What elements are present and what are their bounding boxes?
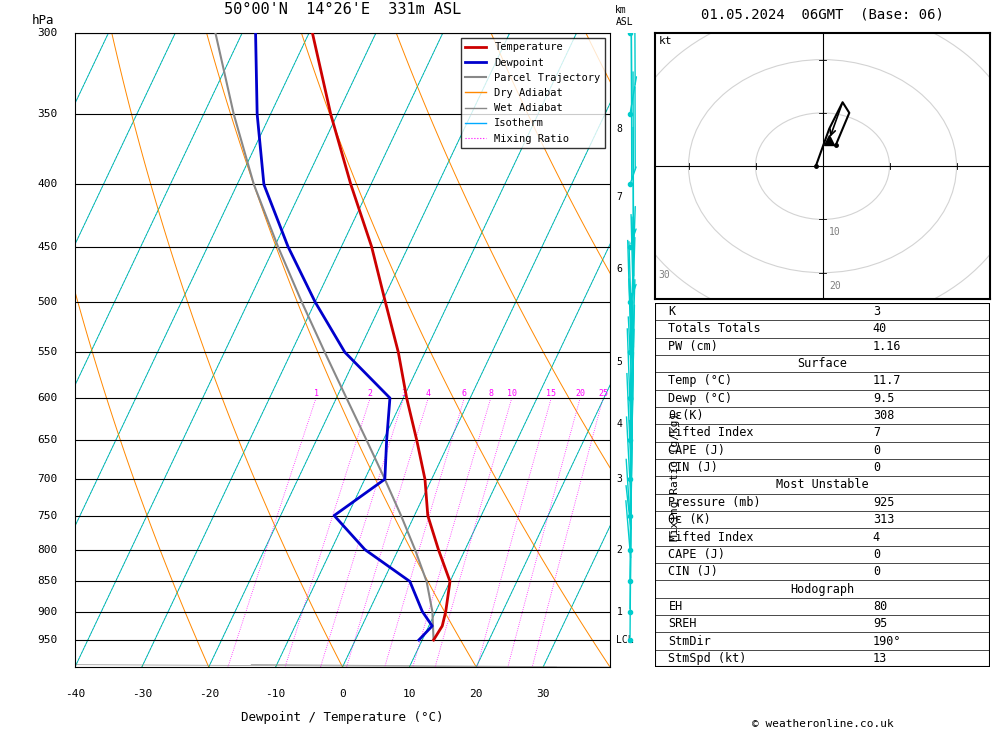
Text: Surface: Surface bbox=[798, 357, 847, 370]
Text: Hodograph: Hodograph bbox=[790, 583, 855, 595]
Text: K: K bbox=[668, 305, 676, 318]
Text: 3: 3 bbox=[873, 305, 880, 318]
Text: 550: 550 bbox=[38, 347, 58, 357]
Text: 10: 10 bbox=[403, 689, 416, 699]
Text: 1: 1 bbox=[616, 606, 622, 616]
Text: 20: 20 bbox=[470, 689, 483, 699]
Text: -30: -30 bbox=[132, 689, 152, 699]
Text: 400: 400 bbox=[38, 180, 58, 190]
Text: 925: 925 bbox=[873, 496, 894, 509]
Text: km
ASL: km ASL bbox=[615, 5, 633, 26]
Text: 500: 500 bbox=[38, 297, 58, 307]
Text: 300: 300 bbox=[38, 28, 58, 38]
Text: CIN (J): CIN (J) bbox=[668, 565, 718, 578]
Text: 0: 0 bbox=[873, 548, 880, 561]
Text: 0: 0 bbox=[873, 461, 880, 474]
Text: Mixing Ratio (g/kg): Mixing Ratio (g/kg) bbox=[670, 413, 680, 541]
Text: 313: 313 bbox=[873, 513, 894, 526]
Text: 800: 800 bbox=[38, 545, 58, 555]
Text: 8: 8 bbox=[488, 389, 493, 398]
Text: kt: kt bbox=[658, 36, 672, 45]
Text: StmDir: StmDir bbox=[668, 635, 711, 647]
Text: hPa: hPa bbox=[32, 14, 54, 26]
Text: 10: 10 bbox=[829, 227, 841, 237]
Text: 850: 850 bbox=[38, 576, 58, 586]
Text: Lifted Index: Lifted Index bbox=[668, 531, 754, 543]
Text: 350: 350 bbox=[38, 109, 58, 119]
Text: 3: 3 bbox=[616, 474, 622, 485]
Legend: Temperature, Dewpoint, Parcel Trajectory, Dry Adiabat, Wet Adiabat, Isotherm, Mi: Temperature, Dewpoint, Parcel Trajectory… bbox=[461, 38, 605, 148]
Text: CAPE (J): CAPE (J) bbox=[668, 443, 725, 457]
Text: 0: 0 bbox=[873, 565, 880, 578]
Text: 2: 2 bbox=[616, 545, 622, 555]
Text: 50°00'N  14°26'E  331m ASL: 50°00'N 14°26'E 331m ASL bbox=[224, 2, 461, 17]
Text: 4: 4 bbox=[873, 531, 880, 543]
Text: 20: 20 bbox=[829, 281, 841, 290]
Text: 20: 20 bbox=[575, 389, 585, 398]
Text: 25: 25 bbox=[598, 389, 608, 398]
Text: 3: 3 bbox=[401, 389, 406, 398]
Text: 9.5: 9.5 bbox=[873, 392, 894, 405]
Text: 11.7: 11.7 bbox=[873, 375, 901, 388]
Text: 7: 7 bbox=[873, 427, 880, 440]
Text: Most Unstable: Most Unstable bbox=[776, 479, 869, 492]
Text: 4: 4 bbox=[616, 419, 622, 429]
Text: © weatheronline.co.uk: © weatheronline.co.uk bbox=[752, 719, 893, 729]
Text: θε (K): θε (K) bbox=[668, 513, 711, 526]
Text: LCL: LCL bbox=[616, 635, 634, 645]
Text: CIN (J): CIN (J) bbox=[668, 461, 718, 474]
Text: 95: 95 bbox=[873, 617, 887, 630]
Text: 5: 5 bbox=[616, 357, 622, 366]
Text: 6: 6 bbox=[462, 389, 467, 398]
Text: -40: -40 bbox=[65, 689, 85, 699]
Text: 650: 650 bbox=[38, 435, 58, 445]
Text: 30: 30 bbox=[536, 689, 550, 699]
Text: SREH: SREH bbox=[668, 617, 697, 630]
Text: 40: 40 bbox=[873, 323, 887, 336]
Text: 13: 13 bbox=[873, 652, 887, 665]
Text: Totals Totals: Totals Totals bbox=[668, 323, 761, 336]
Text: Temp (°C): Temp (°C) bbox=[668, 375, 733, 388]
Text: CAPE (J): CAPE (J) bbox=[668, 548, 725, 561]
Text: 0: 0 bbox=[873, 443, 880, 457]
Text: 1.16: 1.16 bbox=[873, 340, 901, 353]
Text: 308: 308 bbox=[873, 409, 894, 422]
Text: 4: 4 bbox=[426, 389, 431, 398]
Text: Lifted Index: Lifted Index bbox=[668, 427, 754, 440]
Text: θε(K): θε(K) bbox=[668, 409, 704, 422]
Text: Dewpoint / Temperature (°C): Dewpoint / Temperature (°C) bbox=[241, 712, 444, 724]
Text: 190°: 190° bbox=[873, 635, 901, 647]
Text: 30: 30 bbox=[658, 270, 670, 280]
Text: 700: 700 bbox=[38, 474, 58, 485]
Text: 600: 600 bbox=[38, 393, 58, 403]
Text: 80: 80 bbox=[873, 600, 887, 613]
Text: 8: 8 bbox=[616, 124, 622, 134]
Text: 6: 6 bbox=[616, 265, 622, 274]
Text: 450: 450 bbox=[38, 241, 58, 251]
Text: 1: 1 bbox=[314, 389, 319, 398]
Text: 2: 2 bbox=[368, 389, 373, 398]
Text: 01.05.2024  06GMT  (Base: 06): 01.05.2024 06GMT (Base: 06) bbox=[701, 8, 944, 22]
Text: 950: 950 bbox=[38, 635, 58, 645]
Text: Pressure (mb): Pressure (mb) bbox=[668, 496, 761, 509]
Text: 750: 750 bbox=[38, 510, 58, 520]
Text: 0: 0 bbox=[339, 689, 346, 699]
Text: -10: -10 bbox=[266, 689, 286, 699]
Text: StmSpd (kt): StmSpd (kt) bbox=[668, 652, 747, 665]
Text: 7: 7 bbox=[616, 193, 622, 202]
Text: 900: 900 bbox=[38, 606, 58, 616]
Text: 15: 15 bbox=[546, 389, 556, 398]
Text: EH: EH bbox=[668, 600, 683, 613]
Text: -20: -20 bbox=[199, 689, 219, 699]
Text: PW (cm): PW (cm) bbox=[668, 340, 718, 353]
Text: Dewp (°C): Dewp (°C) bbox=[668, 392, 733, 405]
Text: 10: 10 bbox=[507, 389, 517, 398]
